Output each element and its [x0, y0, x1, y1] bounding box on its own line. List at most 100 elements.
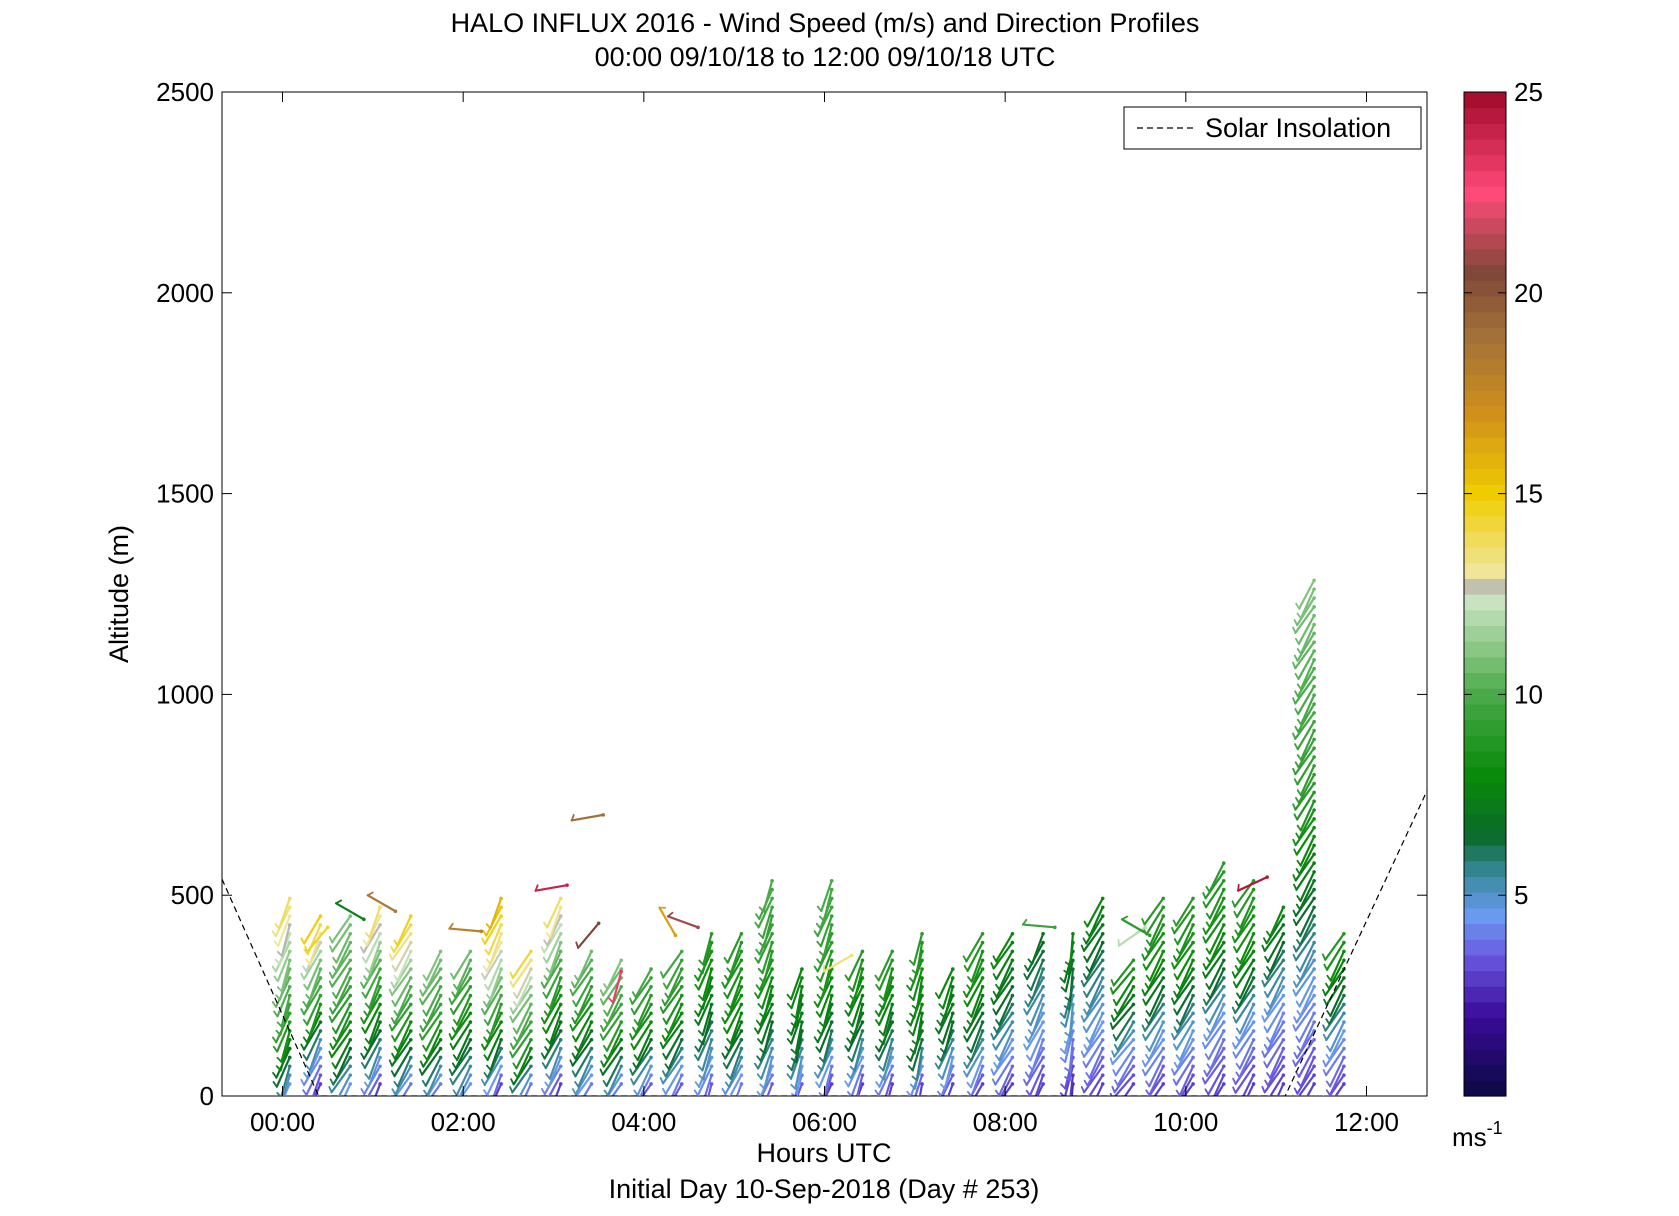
colorbar-band [1464, 688, 1506, 705]
wind-barb [513, 976, 533, 1008]
wind-barb [1173, 984, 1195, 1016]
wind-barb [1114, 1055, 1136, 1087]
wind-barb [1293, 861, 1316, 891]
wind-barb [994, 1064, 1015, 1096]
wind-barb [393, 949, 413, 982]
wind-barb-isolated [335, 899, 366, 922]
wind-barb [1235, 1011, 1256, 1044]
wind-barb [856, 1073, 865, 1096]
wind-barb [1082, 1002, 1105, 1034]
wind-barb [328, 949, 353, 980]
wind-barb [1263, 967, 1286, 999]
wind-barb [361, 931, 382, 964]
wind-barb [1232, 1055, 1256, 1085]
wind-barb [367, 1073, 382, 1096]
wind-barb [1293, 825, 1316, 856]
wind-barb [1085, 1011, 1105, 1044]
wind-barb [849, 1037, 865, 1072]
wind-barb [815, 1055, 834, 1089]
colorbar-band [1464, 186, 1506, 203]
wind-barb [542, 967, 563, 999]
x-tick-label: 06:00 [792, 1107, 857, 1137]
wind-barb [422, 958, 443, 991]
wind-barb [1202, 940, 1226, 971]
chart-title: HALO INFLUX 2016 - Wind Speed (m/s) and … [451, 8, 1200, 38]
wind-barb [332, 1046, 353, 1079]
wind-barb [707, 1082, 714, 1096]
wind-barb [419, 976, 443, 1006]
colorbar-band [1464, 295, 1506, 313]
wind-barb [813, 940, 834, 973]
wind-barb [911, 1011, 924, 1046]
wind-barb [1064, 1037, 1075, 1073]
x-tick-label: 12:00 [1334, 1107, 1399, 1137]
wind-barb [1269, 1073, 1286, 1096]
wind-barb [726, 1046, 744, 1080]
wind-barb [1109, 1037, 1136, 1066]
x-tick-label: 02:00 [431, 1107, 496, 1137]
wind-barb [966, 1029, 985, 1062]
wind-barb [990, 1046, 1015, 1076]
wind-barb [1323, 976, 1346, 1006]
wind-barb [1296, 587, 1316, 620]
wind-barb [758, 905, 774, 939]
wind-barb [1263, 1002, 1286, 1034]
wind-barb-isolated [822, 953, 854, 973]
colorbar-ticks: 5 10 15 20 25 [1464, 77, 1543, 910]
wind-barb [513, 1046, 533, 1079]
colorbar-band [1464, 217, 1506, 234]
wind-barb [698, 931, 714, 966]
wind-barb [485, 967, 503, 1001]
wind-barb [629, 1046, 653, 1076]
wind-barb [314, 1082, 323, 1096]
wind-barb [938, 976, 955, 1010]
wind-barb [1027, 1037, 1045, 1072]
wind-barb [990, 1011, 1015, 1041]
wind-barb [844, 984, 865, 1017]
wind-barb [995, 993, 1015, 1026]
x-tick-label: 00:00 [250, 1107, 315, 1137]
wind-barb [693, 1064, 714, 1096]
wind-barb [574, 949, 594, 982]
wind-barb [1205, 923, 1226, 955]
wind-barb [1293, 958, 1316, 989]
wind-barb [484, 958, 503, 991]
wind-barb [1325, 958, 1346, 990]
wind-barb [393, 914, 413, 947]
wind-barb [815, 984, 834, 1018]
colorbar-tick-label: 20 [1514, 278, 1543, 308]
wind-barb [1292, 931, 1316, 962]
wind-barb [1292, 781, 1316, 811]
wind-barb [1295, 1011, 1316, 1043]
colorbar-band [1464, 672, 1506, 689]
wind-barb [518, 1073, 533, 1096]
wind-barb [541, 1037, 563, 1070]
wind-barb [630, 1020, 653, 1051]
wind-barb [735, 1082, 744, 1096]
wind-barb [599, 1011, 624, 1041]
wind-barb [391, 1011, 413, 1043]
colorbar-band [1464, 578, 1506, 595]
wind-barb [878, 967, 895, 1002]
wind-barb [393, 1020, 413, 1053]
wind-barb [328, 958, 353, 988]
wind-barb [419, 1037, 443, 1068]
wind-barb [305, 1002, 323, 1036]
colorbar-tick-label: 15 [1514, 479, 1543, 509]
wind-barb [509, 949, 533, 979]
wind-barb [418, 1011, 443, 1041]
wind-barb [1235, 1037, 1256, 1070]
wind-barb [360, 958, 382, 989]
wind-barb [659, 1055, 684, 1085]
wind-barb [540, 993, 563, 1025]
wind-barb [492, 1073, 503, 1096]
colorbar-band [1464, 531, 1506, 548]
wind-barb [1172, 931, 1195, 963]
wind-barb [786, 967, 804, 1001]
wind-barb [423, 1029, 443, 1062]
wind-barb [1295, 878, 1316, 911]
colorbar-band [1464, 1064, 1506, 1081]
wind-barb [726, 940, 744, 974]
wind-barb [1264, 1055, 1286, 1087]
colorbar-tick-label: 10 [1514, 679, 1543, 709]
